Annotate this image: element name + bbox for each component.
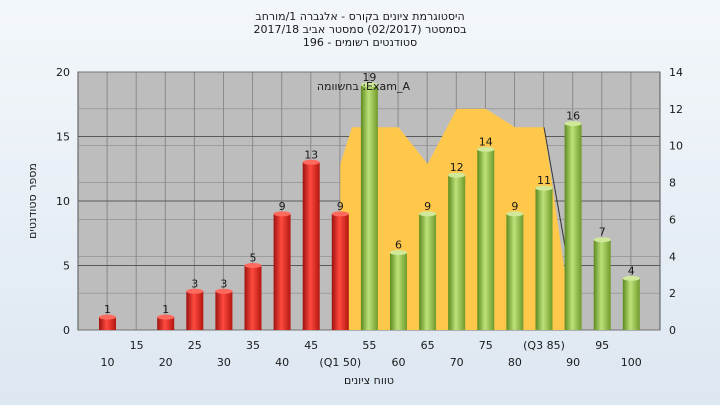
bar-value-label-60: 6 bbox=[395, 239, 402, 252]
x-tick-label-top: 55 bbox=[362, 339, 376, 352]
bar-cap-35 bbox=[244, 263, 262, 268]
bar-80 bbox=[506, 213, 524, 330]
bar-cap-65 bbox=[419, 211, 437, 217]
bar-cap-60 bbox=[390, 250, 407, 256]
x-tick-label-top: 25 bbox=[188, 339, 202, 352]
bar-value-label-40: 9 bbox=[279, 200, 286, 213]
chart-title-line-1: היסטוגרמת ציונים בקורס - אלגברה 1/מורחב bbox=[255, 10, 465, 23]
bar-cap-95 bbox=[593, 237, 611, 243]
y2-tick-label: 6 bbox=[669, 213, 676, 226]
x-tick-label-top: 65 bbox=[421, 339, 435, 352]
y2-tick-label: 12 bbox=[669, 103, 683, 116]
bar-10 bbox=[99, 317, 116, 330]
bar-value-label-85: 11 bbox=[537, 174, 551, 187]
bar-value-label-55: 19 bbox=[362, 71, 376, 84]
bar-cap-30 bbox=[215, 288, 233, 294]
bar-value-label-70: 12 bbox=[450, 161, 464, 174]
bar-value-label-45: 13 bbox=[304, 148, 318, 161]
bar-90 bbox=[564, 123, 582, 330]
bar-65 bbox=[419, 213, 437, 330]
bar-cap-40 bbox=[273, 211, 291, 217]
bar-value-label-65: 9 bbox=[424, 200, 431, 213]
bar-cap-10 bbox=[99, 314, 116, 320]
bar-value-label-10: 1 bbox=[104, 303, 111, 316]
bar-cap-45 bbox=[302, 159, 320, 165]
x-tick-label-top: 75 bbox=[479, 339, 493, 352]
bar-cap-90 bbox=[564, 121, 582, 127]
x-axis-label: טווח ציונים bbox=[344, 374, 394, 387]
x-tick-label-bottom: 30 bbox=[217, 356, 231, 369]
x-tick-label-top: 15 bbox=[130, 339, 144, 352]
bar-50 bbox=[331, 213, 349, 330]
bar-series bbox=[99, 82, 640, 331]
x-tick-label-bottom: 90 bbox=[566, 356, 580, 369]
x-axis-ticks: 15 25 35 45 55 65 75 (Q3 85) 95 10 20 30 40 (Q1 50) 60… bbox=[101, 339, 642, 369]
bar-cap-75 bbox=[477, 146, 495, 152]
bar-value-label-30: 3 bbox=[220, 277, 227, 290]
bar-75 bbox=[477, 149, 495, 330]
bar-value-label-35: 5 bbox=[250, 252, 257, 265]
y-tick-label: 0 bbox=[63, 324, 70, 337]
bar-20 bbox=[157, 317, 175, 330]
chart-title-line-3: סטודנטים רשומים - 196 bbox=[302, 36, 418, 49]
bar-value-label-100: 4 bbox=[628, 264, 635, 277]
y-axis-ticks: 0 5 10 15 20 bbox=[56, 66, 70, 337]
x-tick-label-bottom: 20 bbox=[159, 356, 173, 369]
legend-text: בחשוומה :Exam_A bbox=[317, 80, 411, 93]
y2-tick-label: 8 bbox=[669, 177, 676, 190]
y2-tick-label: 2 bbox=[669, 287, 676, 300]
x-tick-label-bottom: 60 bbox=[392, 356, 406, 369]
bar-70 bbox=[448, 175, 466, 330]
bar-value-label-75: 14 bbox=[479, 135, 493, 148]
bar-25 bbox=[186, 291, 204, 330]
bar-35 bbox=[244, 265, 262, 330]
y2-tick-label: 4 bbox=[669, 250, 676, 263]
x-tick-label-bottom: 80 bbox=[508, 356, 522, 369]
bar-55 bbox=[360, 84, 378, 331]
bar-cap-25 bbox=[186, 288, 204, 294]
y-tick-label: 5 bbox=[63, 260, 70, 273]
x-tick-label-bottom: (Q1 50) bbox=[319, 356, 361, 369]
bar-cap-50 bbox=[331, 211, 349, 217]
bar-95 bbox=[593, 239, 611, 330]
bar-value-label-20: 1 bbox=[162, 303, 169, 316]
y-tick-label: 15 bbox=[56, 131, 70, 144]
bar-45 bbox=[302, 162, 320, 330]
bar-cap-55 bbox=[360, 82, 378, 88]
bar-value-label-50: 9 bbox=[337, 200, 344, 213]
chart-title-line-2: בסמסטר (02/2017) סמסטר אביב 2017/18 bbox=[253, 23, 467, 36]
bar-cap-20 bbox=[157, 314, 175, 320]
x-tick-label-top: 35 bbox=[246, 339, 260, 352]
bar-value-label-80: 9 bbox=[511, 200, 518, 213]
y-tick-label: 10 bbox=[56, 195, 70, 208]
x-tick-label-bottom: 10 bbox=[101, 356, 115, 369]
y2-tick-label: 10 bbox=[669, 140, 683, 153]
bar-40 bbox=[273, 213, 291, 330]
bar-value-label-25: 3 bbox=[191, 277, 198, 290]
bar-cap-85 bbox=[535, 185, 553, 191]
bar-85 bbox=[535, 188, 553, 330]
y-tick-label: 20 bbox=[56, 66, 70, 79]
y2-axis-ticks: 0 2 4 6 8 10 12 14 bbox=[669, 66, 683, 337]
y-axis-label: מספר סטודנטים bbox=[26, 163, 39, 239]
x-tick-label-bottom: 40 bbox=[275, 356, 289, 369]
bar-30 bbox=[215, 291, 233, 330]
x-tick-label-bottom: 70 bbox=[450, 356, 464, 369]
bar-cap-100 bbox=[622, 275, 640, 281]
x-tick-label-top: 45 bbox=[304, 339, 318, 352]
x-tick-label-bottom: 100 bbox=[621, 356, 642, 369]
bar-100 bbox=[622, 278, 640, 330]
bar-cap-80 bbox=[506, 211, 524, 217]
x-tick-label-top: 95 bbox=[595, 339, 609, 352]
bar-value-label-90: 16 bbox=[566, 110, 580, 123]
bar-60 bbox=[390, 252, 407, 330]
y2-tick-label: 0 bbox=[669, 324, 676, 337]
bar-cap-70 bbox=[448, 172, 466, 178]
bar-value-label-95: 7 bbox=[599, 226, 606, 239]
y2-tick-label: 14 bbox=[669, 66, 683, 79]
x-tick-label-top: (Q3 85) bbox=[523, 339, 565, 352]
